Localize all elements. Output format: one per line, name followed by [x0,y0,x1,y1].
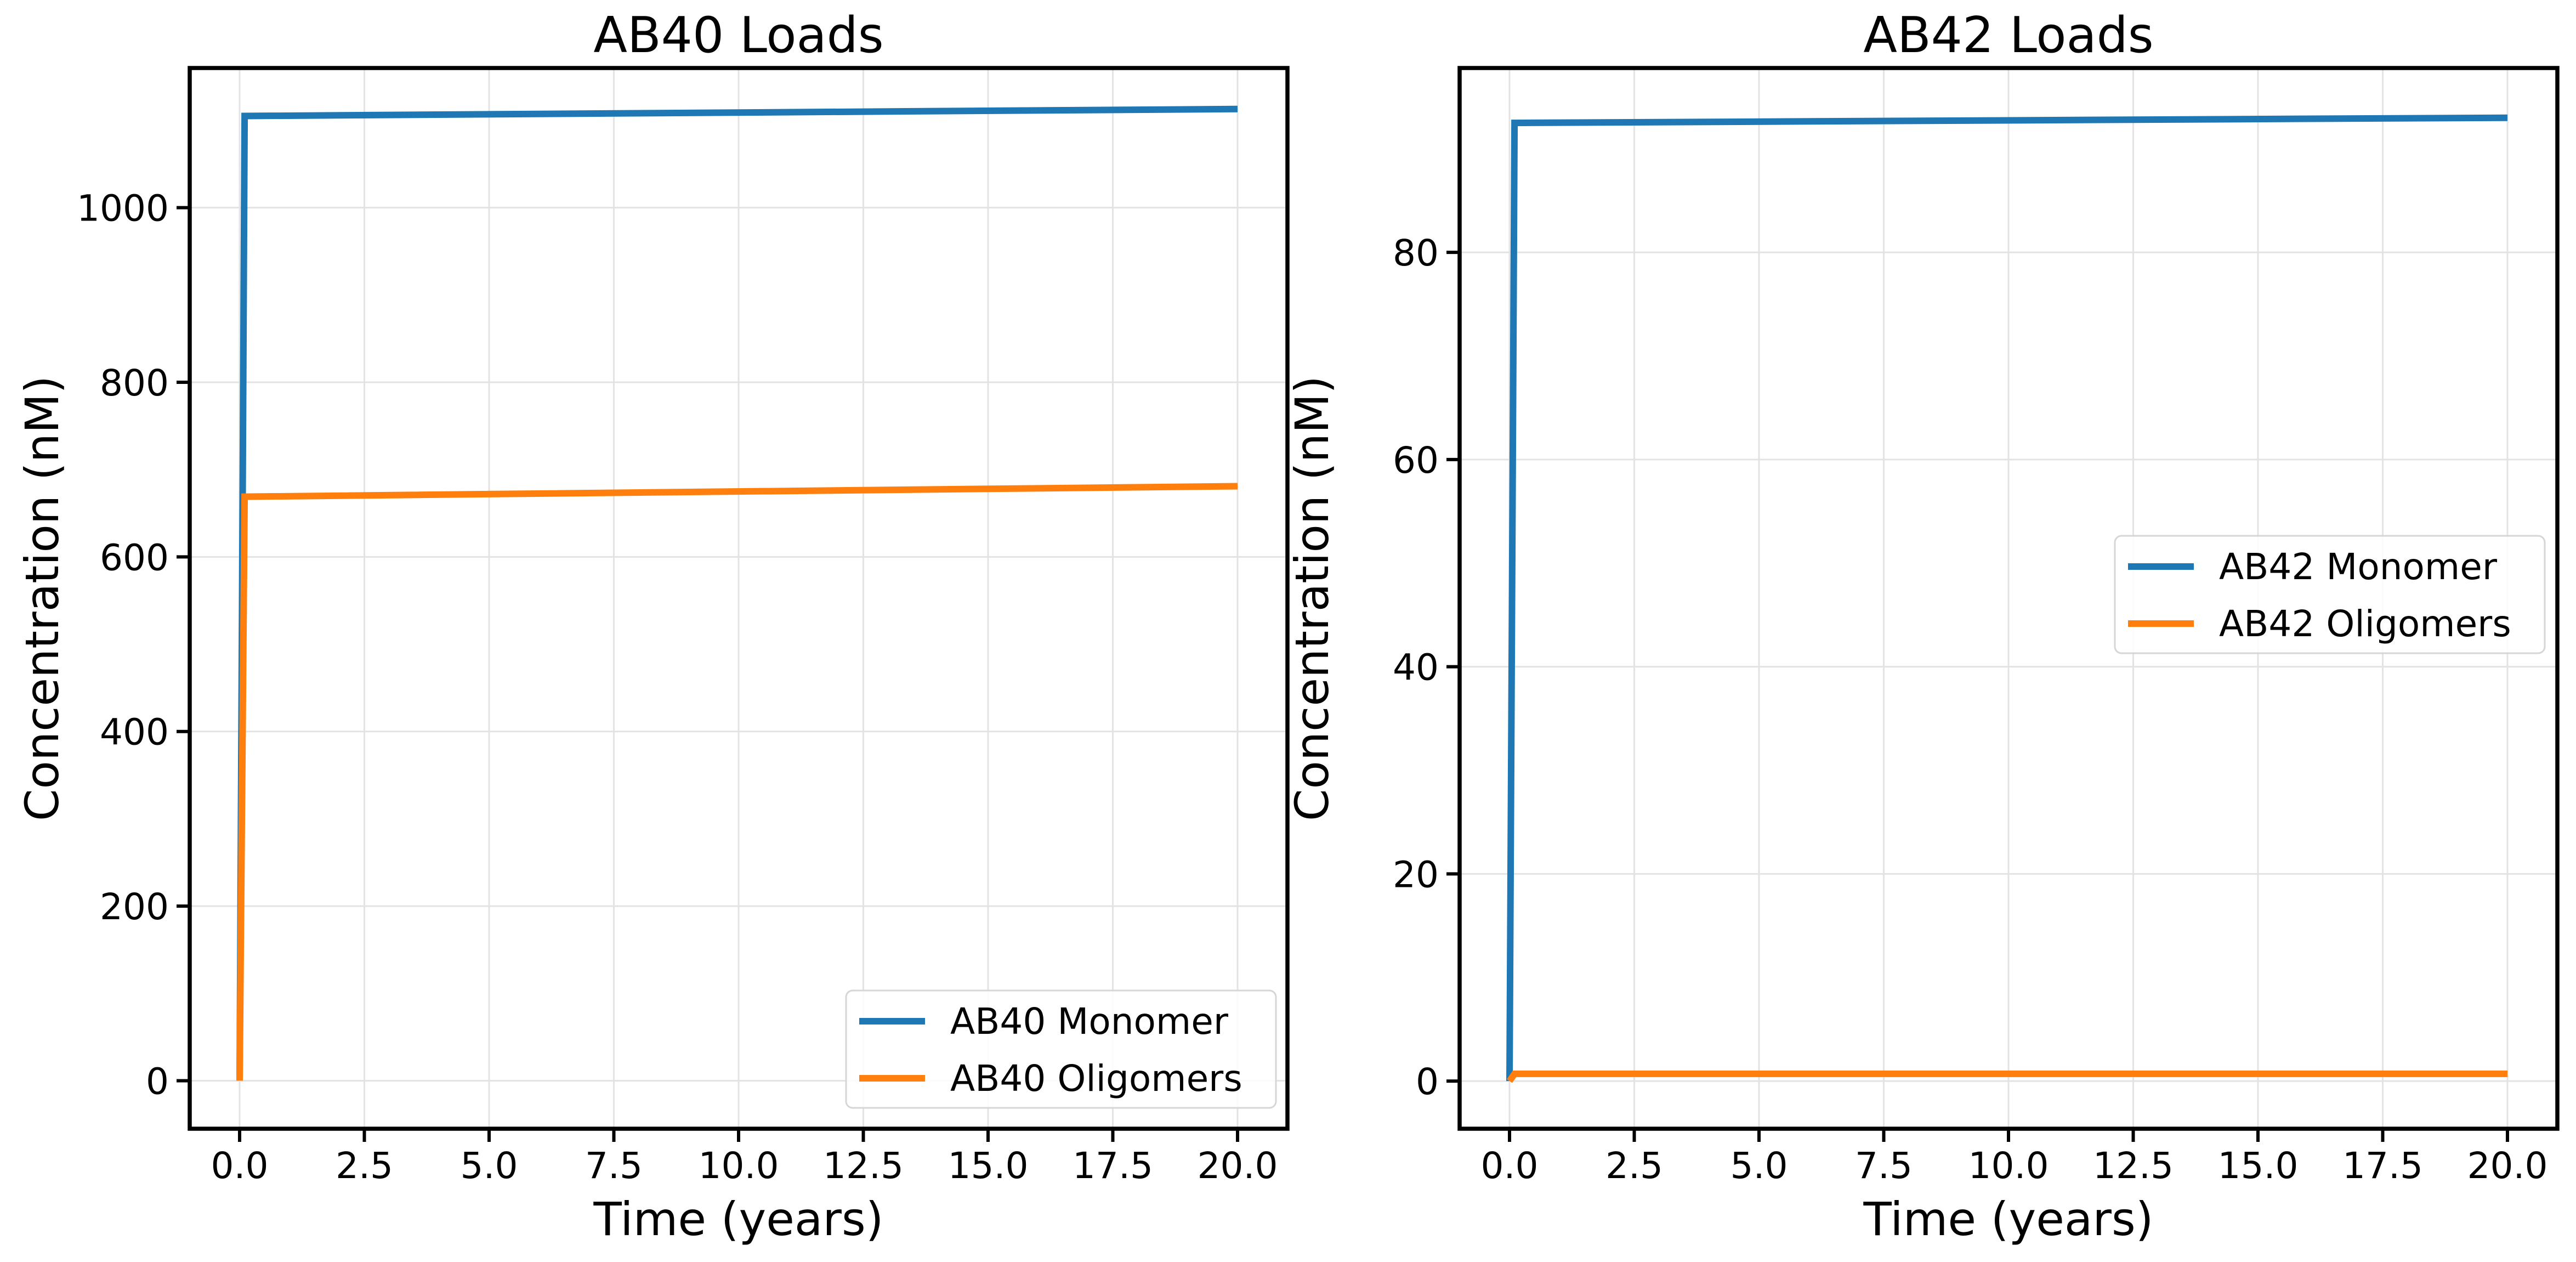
y-tick-label: 0 [1416,1061,1439,1103]
x-axis-label: Time (years) [1863,1192,2154,1246]
series-group [236,105,1238,1081]
series-line-ab42-monomer [1506,114,2508,1082]
series-group [1506,114,2508,1083]
x-tick-label: 0.0 [211,1145,269,1187]
plot-frame [1457,66,2560,1131]
x-tick-label: 5.0 [461,1145,518,1187]
x-tick-label: 2.5 [336,1145,393,1187]
y-axis-label: Concentration (nM) [1285,376,1339,821]
y-axis-label: Concentration (nM) [15,376,69,821]
y-tick-label: 600 [100,536,169,579]
x-axis-label: Time (years) [593,1192,884,1246]
x-tick-label: 17.5 [1073,1145,1153,1187]
y-tick-label: 200 [100,886,169,928]
y-tick-label: 0 [146,1060,169,1102]
legend-box [2114,535,2546,654]
series-line-ab40-oligomers [236,483,1238,1081]
grid [190,68,1287,1129]
y-tick-label: 800 [100,362,169,404]
x-tick-label: 2.5 [1605,1145,1663,1187]
plot-frame [188,66,1290,1131]
series-line-ab42-oligomers [1507,1070,2507,1083]
legend-entry: AB40 Monomer [950,1000,1229,1043]
y-tick-label: 80 [1393,232,1439,274]
x-tick-label: 5.0 [1730,1145,1788,1187]
x-tick-label: 7.5 [585,1145,643,1187]
x-tick-label: 17.5 [2342,1145,2423,1187]
y-tick-label: 1000 [77,188,169,230]
legend-entry: AB40 Oligomers [950,1057,1242,1100]
x-tick-label: 12.5 [2093,1145,2174,1187]
x-tick-label: 15.0 [2218,1145,2299,1187]
chart-title: AB42 Loads [1863,7,2153,64]
y-tick-label: 60 [1393,439,1439,482]
y-tick-label: 40 [1393,647,1439,689]
y-tick-label: 400 [100,711,169,754]
x-tick-label: 20.0 [2467,1145,2548,1187]
x-tick-label: 10.0 [1968,1145,2049,1187]
ticks: 0.0 2.5 5.0 7.5 10.0 12.5 15.0 17.5 20.0 0 20 40 60 8… [1393,232,2547,1187]
x-tick-label: 7.5 [1855,1145,1913,1187]
x-tick-label: 12.5 [823,1145,904,1187]
legend-entry: AB42 Oligomers [2219,603,2511,645]
legend: AB42 Monomer AB42 Oligomers [2114,535,2546,654]
x-tick-label: 0.0 [1481,1145,1539,1187]
legend-entry: AB42 Monomer [2219,546,2498,588]
y-tick-label: 20 [1393,853,1439,896]
x-tick-label: 15.0 [948,1145,1029,1187]
x-tick-label: 20.0 [1198,1145,1278,1187]
ticks: 0.0 2.5 5.0 7.5 10.0 12.5 15.0 17.5 20.0 0 200 400 6… [77,188,1278,1187]
chart-panel-ab42: AB42 Loads Time (years) Concentration (n… [1285,7,2560,1246]
x-tick-label: 10.0 [699,1145,779,1187]
chart-panel-ab40: AB40 Loads Time (years) Concentration (n… [15,7,1290,1246]
legend-box [845,989,1277,1109]
legend: AB40 Monomer AB40 Oligomers [845,989,1277,1109]
chart-title: AB40 Loads [593,7,883,64]
